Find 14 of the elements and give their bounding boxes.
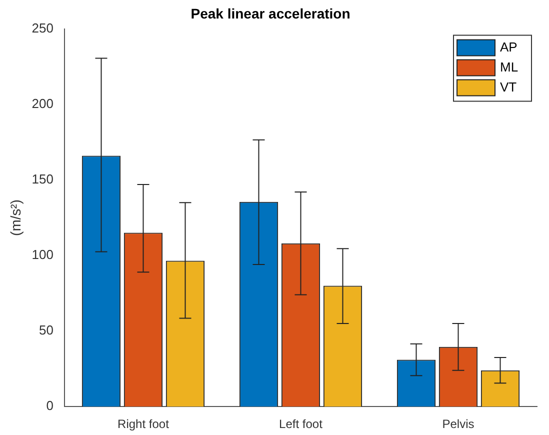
y-tick-label: 200: [32, 96, 54, 111]
y-axis-title: (m/s²): [7, 199, 24, 236]
chart-title: Peak linear acceleration: [190, 5, 350, 22]
legend-label: VT: [500, 79, 517, 94]
legend-label: ML: [500, 59, 518, 74]
x-tick-label: Left foot: [279, 417, 324, 432]
y-tick-label: 50: [39, 322, 54, 338]
y-tick-label: 250: [32, 20, 54, 36]
legend-label: AP: [500, 39, 518, 54]
y-tick-label: 0: [46, 398, 54, 414]
y-tick-label: 100: [32, 247, 54, 262]
x-tick-label: Right foot: [118, 417, 170, 432]
y-tick-label: 150: [32, 172, 54, 186]
x-tick-label: Pelvis: [442, 417, 474, 432]
